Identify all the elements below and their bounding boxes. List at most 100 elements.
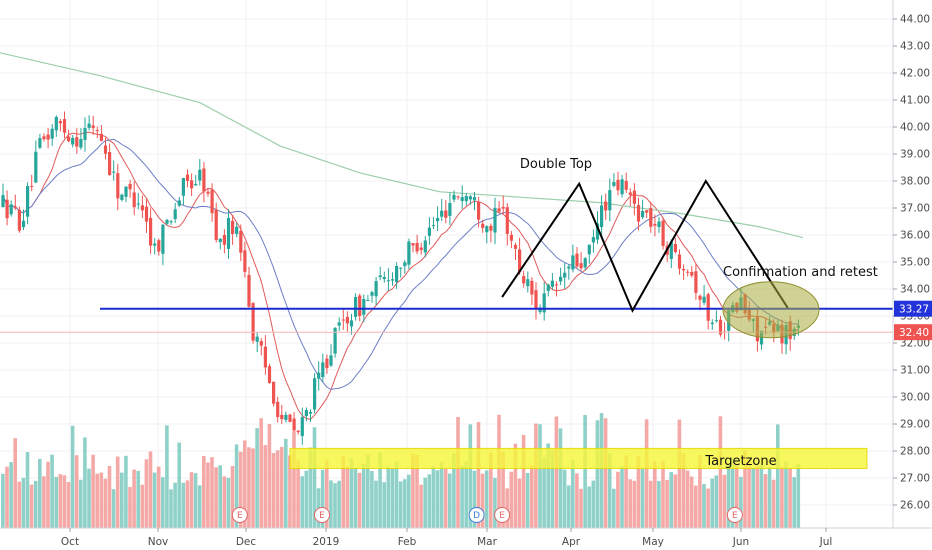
volume-bar (111, 489, 116, 528)
candle-body (1, 195, 5, 208)
volume-bar (771, 479, 776, 528)
volume-bar (546, 443, 550, 528)
candle-body (686, 271, 690, 273)
volume-bar (374, 480, 378, 528)
candle-body (423, 240, 427, 253)
volume-bar (460, 465, 464, 528)
volume-bar (735, 463, 739, 528)
volume-bar (394, 461, 399, 528)
confirmation-label: Confirmation and retest (723, 265, 878, 280)
candle-body (706, 294, 710, 321)
candle-body (91, 125, 95, 129)
candle-body (612, 182, 616, 186)
candle-body (563, 272, 567, 278)
candlesticks (1, 111, 800, 445)
volume-bar (284, 438, 288, 528)
volume-bar (595, 420, 600, 528)
candle-body (226, 218, 231, 249)
candle-body (559, 276, 563, 282)
candle-body (239, 230, 243, 253)
volume-bar (538, 424, 542, 528)
candle-body (411, 243, 415, 246)
candle-body (255, 336, 259, 342)
candle-body (124, 186, 128, 197)
x-tick-label: Feb (398, 536, 417, 548)
volume-bar (214, 467, 218, 528)
candle-body (370, 292, 374, 296)
candle-body (329, 355, 333, 366)
x-tick-label: Dec (236, 536, 257, 548)
x-tick-label: 2019 (313, 536, 340, 548)
candle-body (247, 274, 251, 307)
volume-bar (288, 455, 292, 528)
volume-bar (706, 488, 710, 528)
retest-ellipse (722, 281, 820, 339)
badge-letter: E (732, 511, 738, 521)
candle-body (501, 206, 505, 209)
volume-bar (300, 476, 304, 528)
candle-body (50, 128, 54, 139)
candle-body (337, 322, 341, 326)
volume-bar (751, 468, 755, 528)
candle-body (362, 298, 366, 315)
volume-bar (624, 455, 628, 528)
volume-bar (558, 428, 563, 528)
volume-bar (83, 437, 87, 528)
volume-bar (415, 454, 419, 528)
volume-bar (468, 424, 473, 528)
volume-bar (542, 457, 546, 528)
volume-bar (308, 447, 313, 528)
volume-bar (13, 438, 17, 528)
candle-body (628, 192, 632, 195)
candle-body (5, 199, 9, 219)
volume-bar (25, 452, 30, 528)
y-tick-label: 36.00 (900, 230, 930, 242)
candle-body (440, 210, 444, 217)
volume-bar (353, 467, 358, 528)
candle-body (550, 280, 554, 287)
volume-bar (583, 415, 587, 528)
volume-bar (173, 482, 177, 528)
volume-bar (218, 465, 222, 528)
y-tick-label: 32.00 (900, 338, 930, 350)
volume-bar (702, 484, 706, 528)
volume-bar (226, 477, 231, 528)
volume-bar (534, 423, 538, 528)
candle-body (263, 346, 267, 368)
candle-body (616, 179, 620, 191)
candle-body (173, 209, 177, 220)
volume-bar (148, 451, 153, 528)
volume-bar (497, 414, 501, 528)
y-tick-label: 35.00 (900, 257, 930, 269)
volume-bar (759, 464, 764, 528)
candle-body (292, 418, 296, 431)
candle-body (661, 220, 665, 246)
candle-body (210, 189, 214, 214)
volume-bar (185, 480, 190, 528)
y-tick-label: 44.00 (900, 14, 930, 26)
volume-bar (743, 450, 747, 528)
x-tick-label: Mar (477, 536, 497, 548)
volume-bar (292, 431, 296, 528)
candle-body (522, 276, 526, 284)
candle-body (567, 266, 571, 269)
volume-bar (489, 452, 493, 528)
x-tick-label: Apr (562, 536, 581, 548)
volume-bar (33, 480, 38, 528)
candle-body (99, 133, 103, 141)
volume-bar (472, 470, 477, 528)
candle-body (87, 123, 91, 128)
volume-bar (673, 474, 678, 528)
candle-body (386, 280, 390, 282)
volume-bar (439, 462, 444, 528)
last-price-box (894, 324, 932, 341)
volume-bar (603, 418, 608, 528)
candle-body (276, 401, 280, 418)
volume-bar (230, 466, 235, 528)
badge-letter: D (473, 511, 480, 521)
candle-body (485, 226, 489, 233)
candle-body (682, 268, 686, 271)
candle-body (579, 263, 583, 269)
badge-letter: E (237, 511, 243, 521)
